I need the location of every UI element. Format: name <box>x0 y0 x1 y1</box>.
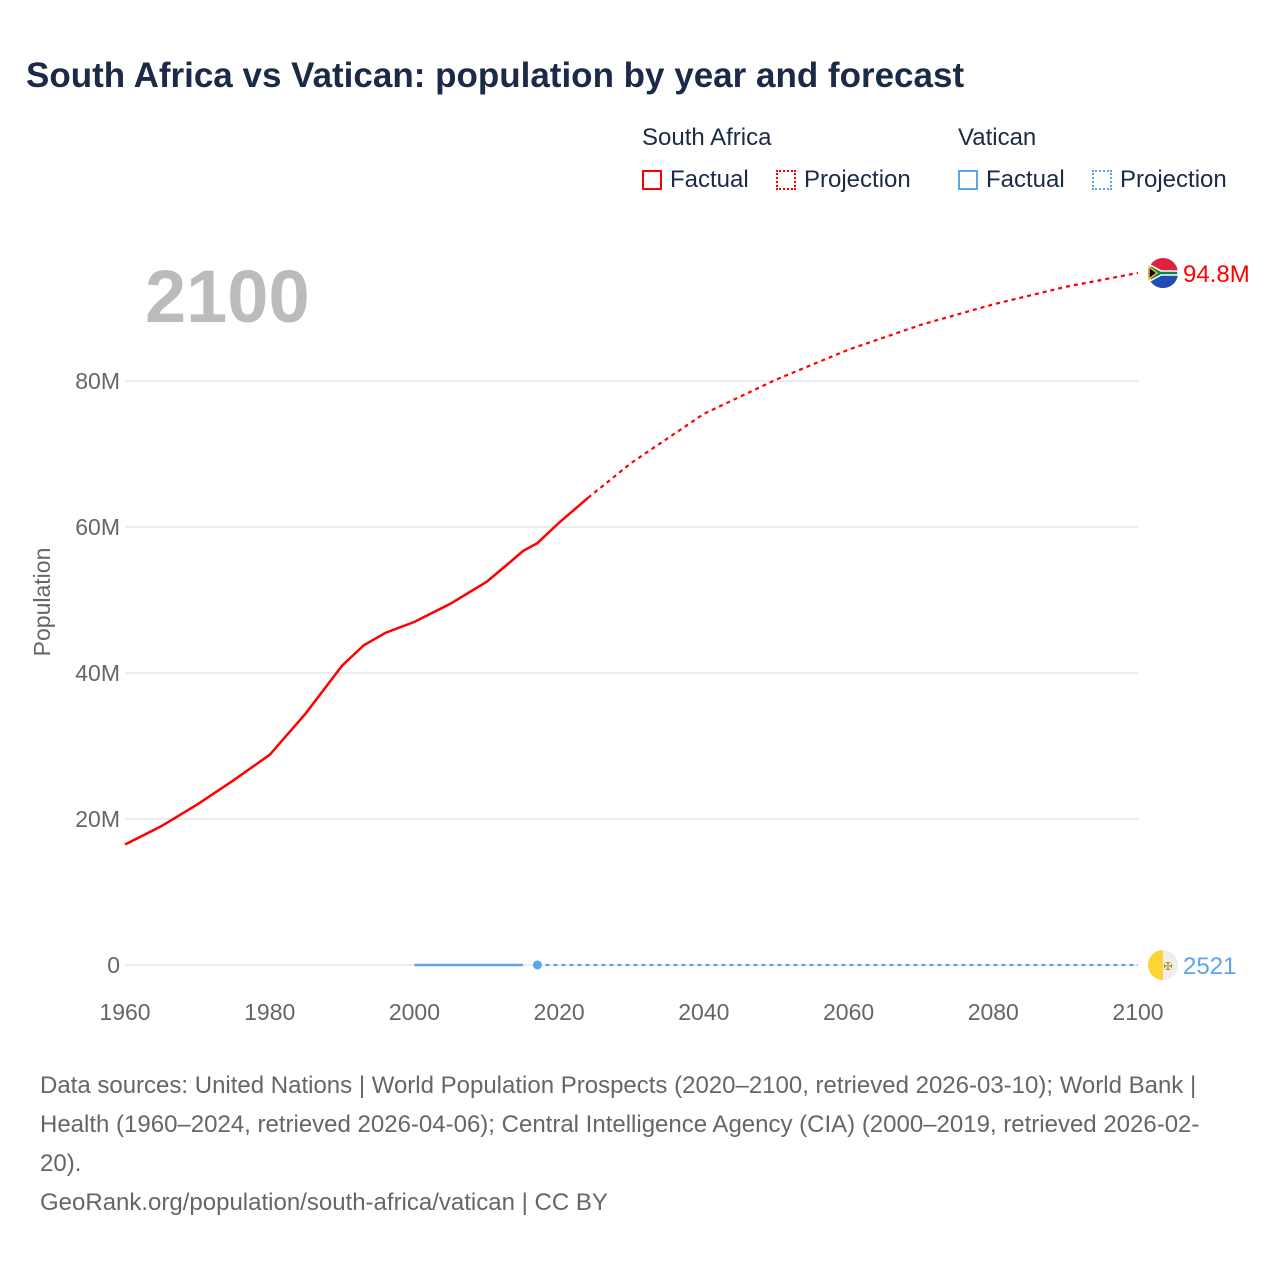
south-africa-end-label: 94.8M <box>1183 261 1250 288</box>
x-tick-label: 2000 <box>389 999 440 1025</box>
vatican-marker <box>532 960 542 970</box>
legend-vatican-factual[interactable]: Factual <box>958 166 1065 194</box>
y-tick-label: 60M <box>75 514 120 540</box>
credit-link[interactable]: GeoRank.org/population/south-africa/vati… <box>40 1189 608 1216</box>
x-tick-label: 2060 <box>823 999 874 1025</box>
year-label: 2100 <box>145 255 310 338</box>
legend-group-south-africa: South Africa <box>642 124 772 151</box>
legend-vatican-projection[interactable]: Projection <box>1092 166 1227 194</box>
south-africa-projection-line <box>587 271 1139 499</box>
flag-emblem: ✠ <box>1163 961 1172 973</box>
legend-label: Projection <box>1120 166 1227 193</box>
y-tick-label: 0 <box>107 952 120 978</box>
y-tick-label: 80M <box>75 368 120 394</box>
x-tick-label: 2020 <box>534 999 585 1025</box>
x-tick-label: 2080 <box>968 999 1019 1025</box>
flag-part <box>1148 265 1159 281</box>
legend-sa-factual[interactable]: Factual <box>642 166 749 194</box>
x-tick-label: 2100 <box>1112 999 1163 1025</box>
data-sources: Data sources: United Nations | World Pop… <box>40 1072 1200 1177</box>
legend-label: Factual <box>670 166 749 193</box>
vatican-end-label: 2521 <box>1183 953 1236 980</box>
x-tick-label: 1980 <box>244 999 295 1025</box>
south-africa-factual-line <box>124 496 589 846</box>
footer: Data sources: United Nations | World Pop… <box>40 1066 1240 1222</box>
flag-part <box>1148 949 1163 980</box>
legend-sa-projection[interactable]: Projection <box>776 166 911 194</box>
flag-part <box>1149 263 1179 283</box>
legend-label: Projection <box>804 166 911 193</box>
x-tick-label: 1960 <box>99 999 150 1025</box>
legend-group-vatican: Vatican <box>958 124 1037 151</box>
y-tick-label: 20M <box>75 806 120 832</box>
chart-title: South Africa vs Vatican: population by y… <box>26 56 965 95</box>
legend-label: Factual <box>986 166 1065 193</box>
y-tick-label: 40M <box>75 660 120 686</box>
x-tick-label: 2040 <box>678 999 729 1025</box>
y-axis-label: Population <box>29 548 55 657</box>
